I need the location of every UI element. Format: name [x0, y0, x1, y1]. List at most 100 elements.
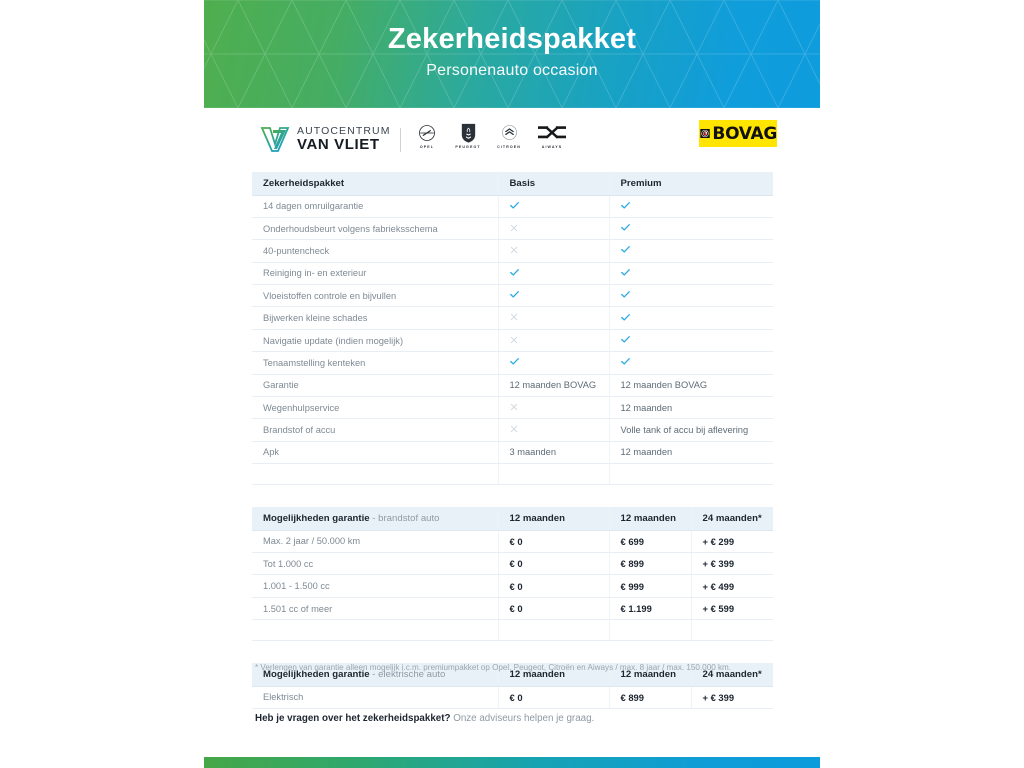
electric-header-col4: 24 maanden* [690, 663, 773, 687]
electric-guarantee-table: Mogelijkheden garantie - elektrische aut… [252, 663, 773, 710]
cta-answer: Onze adviseurs helpen je graag. [450, 713, 595, 724]
feature-label: Tenaamstelling kenteken [252, 351, 498, 375]
feature-label: Navigatie update (indien mogelijk) [252, 329, 498, 353]
bovag-wordmark: BOVAG [712, 123, 777, 144]
table-spacer-row [252, 463, 773, 486]
fuel-row-price-24m: + € 299 [690, 530, 773, 554]
feature-premium-value [608, 195, 773, 218]
fuel-table-header: Mogelijkheden garantie - brandstof auto … [252, 507, 773, 531]
fuel-row-price-12m: € 999 [608, 574, 691, 598]
fuel-header-sub: - brandstof auto [369, 512, 440, 524]
table-row: 40-puntencheck [252, 239, 773, 263]
feature-label: Wegenhulpservice [252, 396, 498, 420]
feature-basis-value: 3 maanden [497, 441, 609, 465]
fuel-row-price-24m: + € 499 [690, 574, 773, 598]
fuel-header-col2: 12 maanden [497, 507, 609, 531]
cross-icon [510, 314, 517, 321]
feature-label: Bijwerken kleine schades [252, 306, 498, 330]
banner-text-block: Zekerheidspakket Personenauto occasion [204, 22, 820, 80]
check-icon [620, 358, 630, 366]
feature-label: Onderhoudsbeurt volgens fabrieksschema [252, 217, 498, 241]
feature-basis-value [497, 306, 609, 330]
spacer-cell [690, 619, 773, 642]
feature-label: 14 dagen omruilgarantie [252, 195, 498, 218]
feature-premium-value [608, 217, 773, 241]
feature-basis-value [497, 351, 609, 375]
check-icon [620, 313, 630, 321]
triangle-pattern [204, 0, 820, 108]
table-row: Max. 2 jaar / 50.000 km € 0 € 699 + € 29… [252, 530, 773, 554]
fuel-row-price-basis: € 0 [497, 597, 609, 621]
feature-basis-value [497, 217, 609, 241]
feature-premium-value [608, 351, 773, 375]
dealer-name-line1: AUTOCENTRUM [297, 124, 391, 137]
fuel-row-label: 1.501 cc of meer [252, 597, 498, 621]
table-row: Onderhoudsbeurt volgens fabrieksschema [252, 217, 773, 241]
brand-logo-list: OPEL PEUGEOT CITROEN [414, 122, 567, 149]
features-table: Zekerheidspakket Basis Premium 14 dagen … [252, 172, 773, 486]
dealer-name-line2: VAN VLIET [297, 136, 380, 154]
fuel-row-label: 1.001 - 1.500 cc [252, 574, 498, 598]
feature-basis-value [497, 195, 609, 218]
cta-question: Heb je vragen over het zekerheidspakket? [255, 713, 451, 724]
check-icon [509, 358, 519, 366]
feature-premium-value: Volle tank of accu bij aflevering [608, 418, 773, 442]
fuel-row-price-12m: € 899 [608, 552, 691, 576]
fuel-header-col1: Mogelijkheden garantie - brandstof auto [252, 507, 498, 531]
electric-header-col1: Mogelijkheden garantie - elektrische aut… [252, 663, 498, 687]
table-row: Elektrisch € 0 € 899 + € 399 [252, 686, 773, 710]
feature-basis-value [497, 239, 609, 263]
table-row: Garantie 12 maanden BOVAG 12 maanden BOV… [252, 374, 773, 398]
brand-aiways-label: AIWAYS [541, 145, 563, 149]
feature-premium-value: 12 maanden [608, 396, 773, 420]
cross-icon [510, 224, 517, 231]
electric-header-col2: 12 maanden [497, 663, 609, 687]
check-icon [620, 246, 630, 254]
table-row: 1.501 cc of meer € 0 € 1.199 + € 599 [252, 597, 773, 621]
citroen-logo-icon [496, 122, 522, 143]
fuel-guarantee-table: Mogelijkheden garantie - brandstof auto … [252, 507, 773, 642]
electric-header-sub: - elektrische auto [369, 669, 446, 680]
table-gap-2 [252, 641, 773, 663]
spacer-cell [252, 619, 498, 642]
peugeot-logo-icon [455, 122, 481, 143]
feature-premium-value: 12 maanden [608, 441, 773, 465]
brand-peugeot-label: PEUGEOT [455, 145, 481, 149]
table-row: Navigatie update (indien mogelijk) [252, 329, 773, 353]
brand-citroen: CITROEN [496, 122, 522, 149]
table-row: 1.001 - 1.500 cc € 0 € 999 + € 499 [252, 574, 773, 598]
table-row: Apk 3 maanden 12 maanden [252, 441, 773, 465]
table-row: Reiniging in- en exterieur [252, 262, 773, 286]
table-row: Bijwerken kleine schades [252, 306, 773, 330]
spacer-cell [497, 619, 609, 642]
content-area: Zekerheidspakket Basis Premium 14 dagen … [252, 172, 773, 710]
feature-premium-value [608, 284, 773, 308]
table-gap [252, 485, 773, 507]
features-header-col1: Zekerheidspakket [252, 172, 498, 196]
van-vliet-logo-icon [260, 127, 290, 152]
feature-premium-value [608, 262, 773, 286]
feature-premium-value [608, 329, 773, 353]
cross-icon [510, 336, 517, 343]
feature-basis-value [497, 396, 609, 420]
check-icon [620, 291, 630, 298]
footnote-text: * Verlengen van garantie alleen mogelijk… [255, 663, 731, 672]
brand-aiways: AIWAYS [537, 122, 567, 149]
feature-basis-value [497, 418, 609, 442]
dealer-wordmark: AUTOCENTRUM VAN VLIET [297, 126, 391, 153]
cross-icon [510, 246, 517, 254]
table-spacer-row [252, 619, 773, 642]
table-row: Vloeistoffen controle en bijvullen [252, 284, 773, 308]
electric-header-col3: 12 maanden [608, 663, 691, 687]
feature-basis-value [497, 284, 609, 308]
features-header-col2: Basis [497, 172, 609, 196]
fuel-header-col4: 24 maanden* [690, 507, 773, 531]
table-row: Brandstof of accu Volle tank of accu bij… [252, 418, 773, 442]
check-icon [620, 336, 630, 343]
banner-title: Zekerheidspakket [387, 23, 637, 55]
brand-opel-label: OPEL [419, 145, 435, 149]
check-icon [509, 201, 519, 209]
fuel-row-price-basis: € 0 [497, 574, 609, 598]
spacer-cell [608, 463, 773, 486]
check-icon [620, 268, 630, 276]
